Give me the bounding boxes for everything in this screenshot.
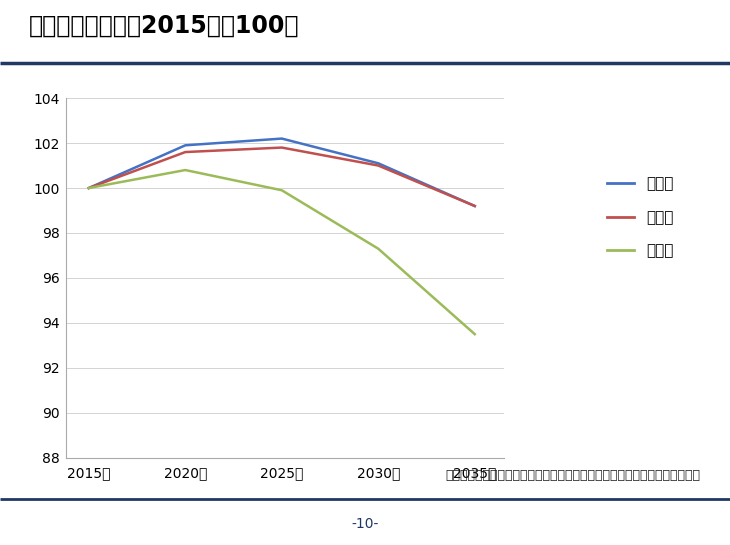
Legend: 東京都, 愛知県, 大阪府: 東京都, 愛知県, 大阪府 <box>601 171 680 264</box>
Text: -10-: -10- <box>351 517 379 531</box>
Text: 将来世帯数予測（2015年＝100）: 将来世帯数予測（2015年＝100） <box>29 14 300 38</box>
Text: （国立社会保障・人口問題研究所「日本の地域別将来推計人口」より作成）: （国立社会保障・人口問題研究所「日本の地域別将来推計人口」より作成） <box>446 469 701 482</box>
